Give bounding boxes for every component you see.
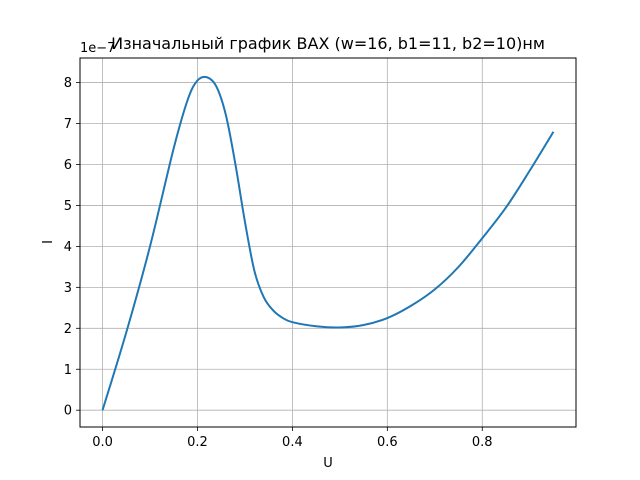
- y-offset-label: 1e−7: [80, 41, 115, 56]
- y-tick-label: 6: [64, 158, 72, 173]
- chart-title: Изначальный график ВАХ (w=16, b1=11, b2=…: [111, 34, 545, 53]
- y-tick-label: 1: [64, 363, 72, 378]
- series-layer: [101, 75, 555, 411]
- y-tick-label: 0: [64, 404, 72, 419]
- x-axis-label: U: [323, 456, 333, 471]
- series-line: [101, 75, 555, 411]
- x-axis-ticks: 0.0 0.2 0.4 0.6 0.8: [92, 427, 493, 450]
- y-tick-label: 7: [64, 117, 72, 132]
- x-tick-label: 0.0: [92, 435, 113, 450]
- grid: [80, 58, 576, 427]
- x-tick-label: 0.8: [472, 435, 493, 450]
- y-tick-label: 4: [64, 240, 72, 255]
- x-tick-label: 0.4: [282, 435, 303, 450]
- y-tick-label: 2: [64, 322, 72, 337]
- x-tick-label: 0.2: [187, 435, 208, 450]
- y-axis-ticks: 0 1 2 3 4 5 6 7 8: [64, 76, 80, 419]
- y-axis-label: I: [41, 240, 56, 244]
- y-tick-label: 3: [64, 281, 72, 296]
- x-tick-label: 0.6: [377, 435, 398, 450]
- plot-area: [80, 58, 576, 427]
- plot-frame: [79, 57, 577, 428]
- y-tick-label: 8: [64, 76, 72, 91]
- y-tick-label: 5: [64, 199, 72, 214]
